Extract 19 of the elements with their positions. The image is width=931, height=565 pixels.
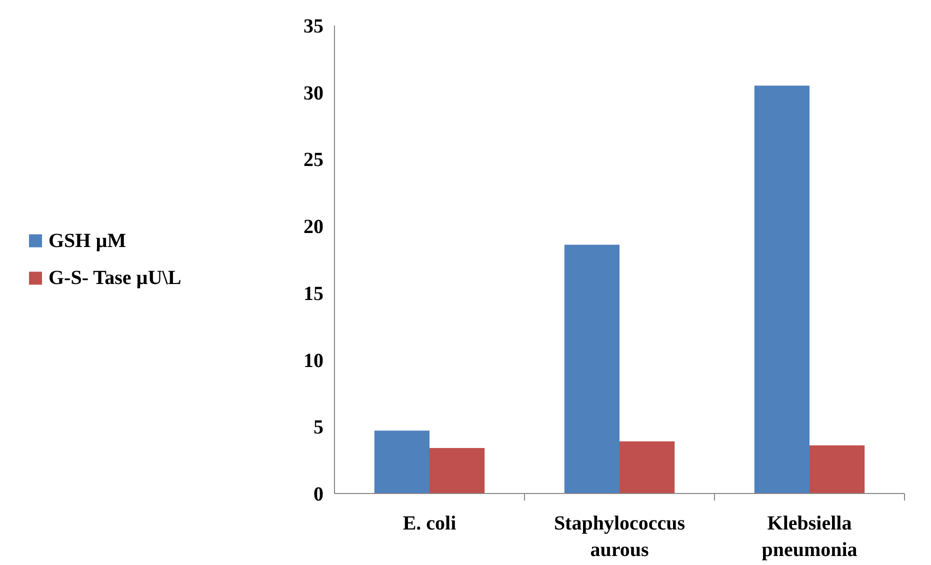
y-tick-label: 30 — [304, 82, 324, 104]
y-tick-label: 10 — [304, 350, 324, 372]
bar — [374, 430, 430, 494]
y-tick-label: 35 — [304, 16, 324, 38]
bar — [620, 441, 675, 494]
y-tick-label: 15 — [304, 282, 324, 305]
bar — [430, 448, 485, 494]
y-tick-label: 5 — [314, 416, 324, 439]
bar — [564, 244, 620, 494]
x-tick-label: Staphylococcus aurous — [554, 512, 686, 561]
y-tick-label: 25 — [304, 149, 324, 172]
legend-label: GSH µM — [48, 230, 126, 252]
legend-label: G-S- Tase µU\L — [48, 267, 182, 290]
x-tick-label: Klebsiella pneumonia — [762, 512, 858, 561]
y-tick-label: 0 — [314, 484, 324, 506]
x-tick-label: E. coli — [402, 512, 457, 534]
bar — [810, 445, 865, 494]
y-tick-label: 20 — [304, 216, 324, 238]
bar — [754, 86, 810, 494]
